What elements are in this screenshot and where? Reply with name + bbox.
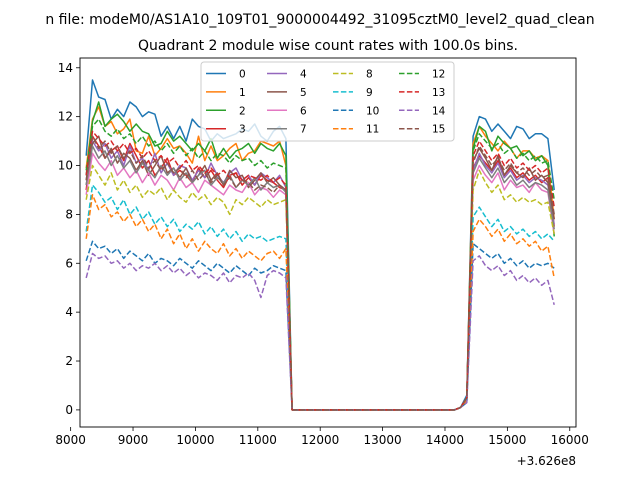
x-tick-label: 10000 — [176, 433, 214, 447]
legend-label-14: 14 — [432, 105, 446, 117]
legend-label-15: 15 — [432, 124, 445, 136]
series-layer — [85, 79, 555, 411]
legend-label-0: 0 — [239, 69, 246, 81]
plot-title: Quadrant 2 module wise count rates with … — [138, 38, 518, 54]
legend-label-3: 3 — [239, 124, 246, 136]
series-line-6 — [85, 152, 555, 411]
x-tick-label: 9000 — [118, 433, 149, 447]
y-tick-label: 0 — [65, 403, 73, 417]
y-tick-label: 12 — [58, 110, 73, 124]
x-axis: 8000 9000 10000 11000 12000 13000 14000 15000 16… — [55, 427, 589, 447]
y-tick-label: 14 — [58, 61, 73, 75]
series-line-1 — [85, 106, 555, 411]
legend-label-2: 2 — [239, 105, 246, 117]
series-line-9 — [85, 184, 555, 411]
y-tick-label: 2 — [65, 354, 73, 368]
legend-frame — [200, 61, 455, 142]
plot-area-frame — [79, 57, 577, 428]
series-line-11 — [85, 194, 555, 411]
series-line-10 — [85, 240, 555, 411]
legend-label-11: 11 — [366, 124, 379, 136]
legend-label-13: 13 — [432, 87, 445, 99]
x-tick-label: 13000 — [363, 433, 401, 447]
x-tick-label: 14000 — [426, 433, 464, 447]
series-line-14 — [85, 252, 555, 411]
legend-label-4: 4 — [300, 69, 307, 81]
x-offset-label: +3.626e8 — [517, 454, 576, 468]
series-line-13 — [85, 130, 555, 411]
series-line-2 — [85, 101, 555, 411]
y-tick-label: 10 — [58, 159, 73, 173]
legend-label-8: 8 — [366, 69, 373, 81]
series-line-3 — [85, 135, 555, 411]
legend-label-10: 10 — [366, 105, 379, 117]
series-line-5 — [85, 135, 555, 411]
legend-label-7: 7 — [300, 124, 307, 136]
series-line-15 — [85, 135, 555, 411]
series-line-8 — [85, 164, 555, 411]
y-tick-label: 4 — [65, 305, 73, 319]
x-tick-label: 11000 — [239, 433, 277, 447]
y-tick-label: 6 — [65, 256, 73, 270]
x-tick-label: 16000 — [551, 433, 589, 447]
legend-label-5: 5 — [300, 87, 307, 99]
legend-label-12: 12 — [432, 69, 445, 81]
y-tick-label: 8 — [65, 207, 73, 221]
y-axis: 0 2 4 6 8 10 12 14 — [58, 61, 80, 417]
series-line-7 — [85, 145, 555, 411]
x-tick-label: 12000 — [301, 433, 339, 447]
figure-title: n file: modeM0/AS1A10_109T01_9000004492_… — [45, 12, 594, 28]
legend-label-6: 6 — [300, 105, 307, 117]
legend-label-9: 9 — [366, 87, 373, 99]
x-tick-label: 15000 — [488, 433, 526, 447]
x-tick-label: 8000 — [55, 433, 86, 447]
legend-label-1: 1 — [239, 87, 246, 99]
